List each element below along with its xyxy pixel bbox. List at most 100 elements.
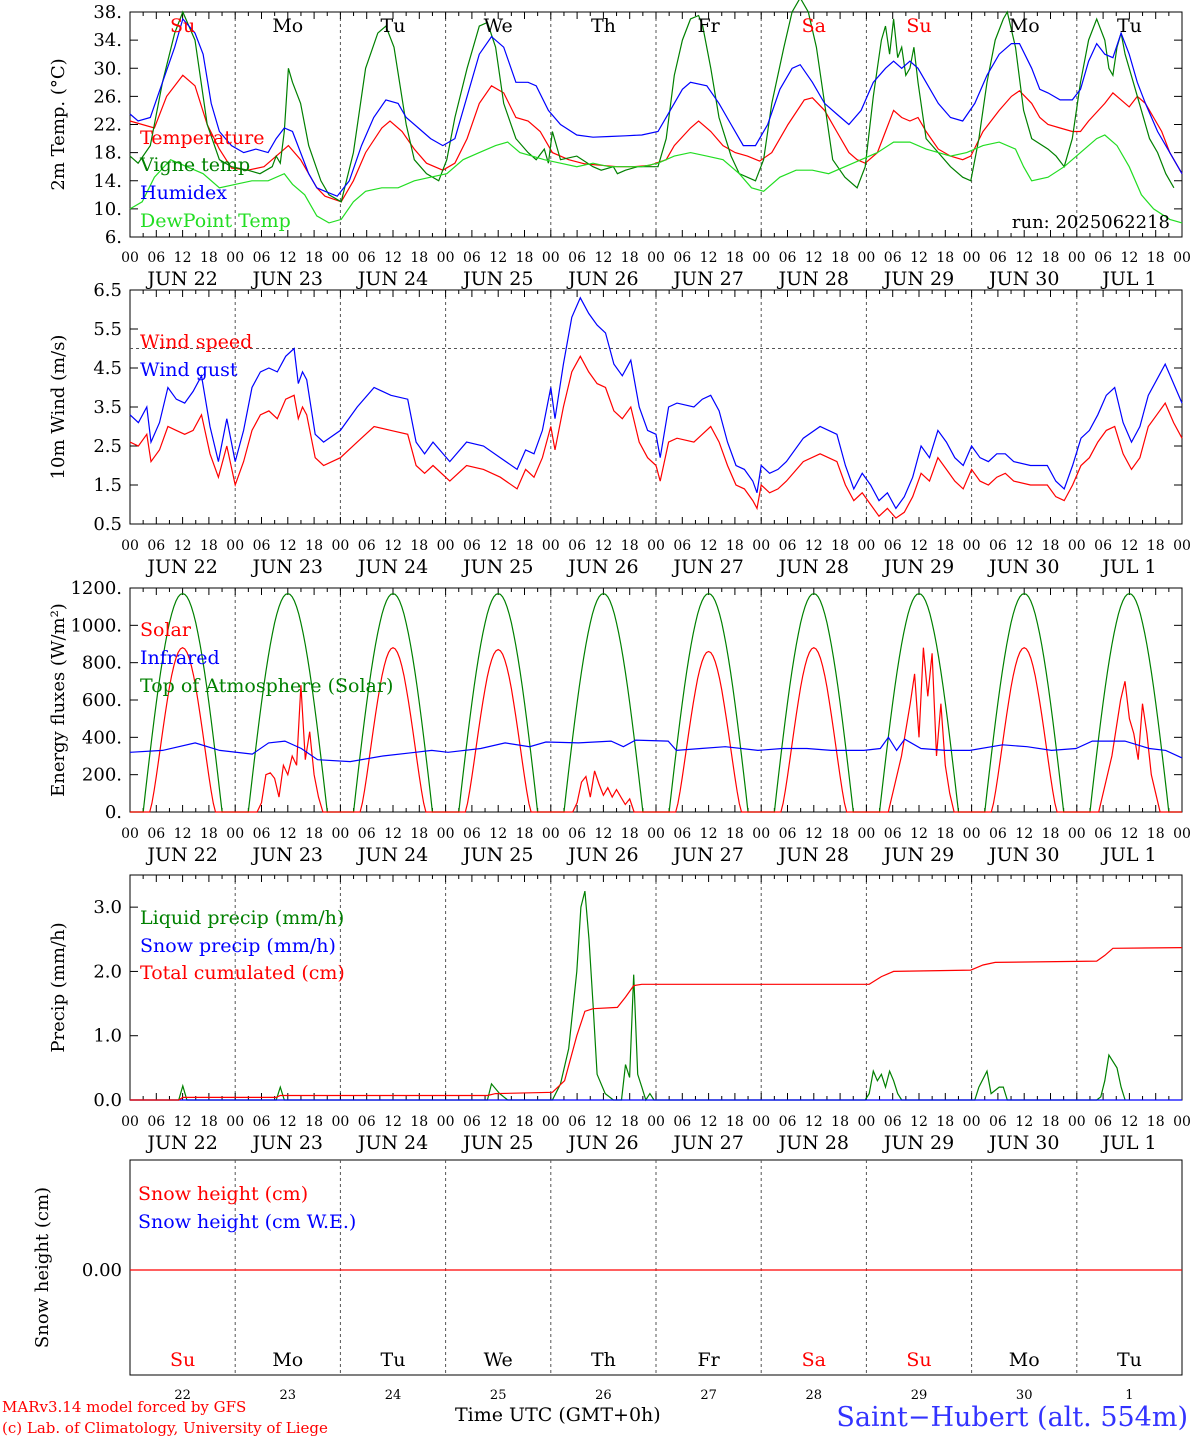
hour-tick-label: 06 (253, 250, 271, 266)
hour-tick-label: 18 (305, 1114, 323, 1130)
y-tick-label: 200. (82, 765, 122, 786)
hour-tick-label: 06 (463, 826, 481, 842)
hour-tick-label: 06 (779, 538, 797, 554)
day-name-top: Tu (381, 15, 406, 37)
precip-series-2 (130, 947, 1183, 1101)
day-number: 25 (490, 1388, 507, 1403)
station-label: Saint−Hubert (alt. 554m) (836, 1402, 1188, 1433)
day-name-top: We (484, 15, 513, 37)
hour-tick-label: 18 (1042, 250, 1060, 266)
hour-tick-label: 18 (831, 1114, 849, 1130)
hour-tick-label: 18 (1042, 538, 1060, 554)
date-label: JUN 27 (671, 268, 743, 290)
hour-tick-label: 00 (857, 250, 875, 266)
hour-tick-label: 12 (279, 538, 297, 554)
temp-series-1 (129, 0, 1175, 203)
x-axis-title: Time UTC (GMT+0h) (455, 1404, 661, 1426)
y-tick-label: 14. (93, 171, 122, 192)
hour-tick-label: 06 (463, 250, 481, 266)
hour-tick-label: 06 (568, 1114, 586, 1130)
hour-tick-label: 00 (647, 826, 665, 842)
y-tick-label: 0. (105, 802, 122, 823)
date-label: JUN 29 (882, 1132, 954, 1154)
hour-tick-label: 12 (700, 250, 718, 266)
hour-tick-label: 06 (989, 538, 1007, 554)
hour-tick-label: 00 (331, 250, 349, 266)
date-label: JUN 27 (671, 556, 743, 578)
hour-tick-label: 18 (936, 250, 954, 266)
hour-tick-label: 06 (463, 538, 481, 554)
y-axis-title: Snow height (cm) (32, 1187, 53, 1348)
hour-tick-label: 00 (752, 826, 770, 842)
hour-tick-label: 12 (700, 1114, 718, 1130)
hour-tick-label: 18 (726, 1114, 744, 1130)
y-tick-label: 34. (93, 30, 122, 51)
legend-dewpoint: DewPoint Temp (140, 210, 291, 232)
hour-tick-label: 12 (1015, 826, 1033, 842)
date-label: JUN 30 (987, 844, 1059, 866)
date-label: JUN 26 (566, 1132, 638, 1154)
hour-tick-label: 00 (1068, 826, 1086, 842)
hour-tick-label: 00 (437, 250, 455, 266)
y-axis-title: 2m Temp. (°C) (48, 58, 69, 190)
hour-tick-label: 12 (1120, 250, 1138, 266)
legend-temperature: Temperature (140, 127, 264, 149)
date-label: JUN 25 (461, 268, 533, 290)
hour-tick-label: 00 (331, 538, 349, 554)
hour-tick-label: 12 (700, 826, 718, 842)
day-name-bottom: Su (906, 1349, 931, 1371)
hour-tick-label: 06 (884, 826, 902, 842)
hour-tick-label: 00 (226, 1114, 244, 1130)
hour-tick-label: 06 (673, 538, 691, 554)
y-tick-label: 30. (93, 58, 122, 79)
legend-vigne-temp: Vigne temp (139, 154, 250, 176)
hour-tick-label: 00 (857, 538, 875, 554)
hour-tick-label: 06 (989, 1114, 1007, 1130)
legend-liquid-precip: Liquid precip (mm/h) (140, 907, 344, 929)
day-name-bottom: Tu (381, 1349, 406, 1371)
hour-tick-label: 12 (1120, 1114, 1138, 1130)
day-name-top: Tu (1117, 15, 1142, 37)
hour-tick-label: 18 (516, 1114, 534, 1130)
y-tick-label: 2.5 (93, 436, 122, 457)
hour-tick-label: 12 (279, 1114, 297, 1130)
y-tick-label: 6.5 (93, 280, 122, 301)
hour-tick-label: 12 (384, 538, 402, 554)
date-label: JUN 23 (251, 556, 323, 578)
run-label: run: 2025062218 (1012, 212, 1170, 233)
hour-tick-label: 18 (936, 1114, 954, 1130)
hour-tick-label: 18 (621, 1114, 639, 1130)
hour-tick-label: 06 (358, 538, 376, 554)
hour-tick-label: 12 (174, 538, 192, 554)
date-label: JUN 22 (145, 1132, 217, 1154)
hour-tick-label: 00 (752, 1114, 770, 1130)
wind-series-0 (129, 355, 1183, 519)
hour-tick-label: 06 (779, 826, 797, 842)
hour-tick-label: 12 (910, 826, 928, 842)
date-label: JUL 1 (1100, 556, 1156, 578)
y-tick-label: 0.0 (93, 1090, 122, 1111)
day-name-bottom: Mo (1009, 1349, 1040, 1371)
hour-tick-label: 00 (437, 538, 455, 554)
y-tick-label: 5.5 (93, 319, 122, 340)
hour-tick-label: 00 (1068, 538, 1086, 554)
date-label: JUN 23 (251, 844, 323, 866)
hour-tick-label: 00 (1173, 1114, 1191, 1130)
hour-tick-label: 12 (489, 250, 507, 266)
date-label: JUN 24 (356, 268, 428, 290)
hour-tick-label: 12 (384, 1114, 402, 1130)
panel-4 (129, 874, 1183, 1101)
day-name-top: Su (170, 15, 195, 37)
hour-tick-label: 12 (805, 538, 823, 554)
y-tick-label: 1200. (70, 578, 122, 599)
hour-tick-label: 06 (1094, 1114, 1112, 1130)
date-label: JUL 1 (1100, 844, 1156, 866)
hour-tick-label: 18 (410, 826, 428, 842)
y-tick-label: 3.0 (93, 897, 122, 918)
day-name-top: Sa (802, 15, 826, 37)
hour-tick-label: 06 (147, 538, 165, 554)
hour-tick-label: 06 (1094, 250, 1112, 266)
hour-tick-label: 12 (700, 538, 718, 554)
hour-tick-label: 18 (410, 538, 428, 554)
day-name-bottom: Mo (272, 1349, 303, 1371)
